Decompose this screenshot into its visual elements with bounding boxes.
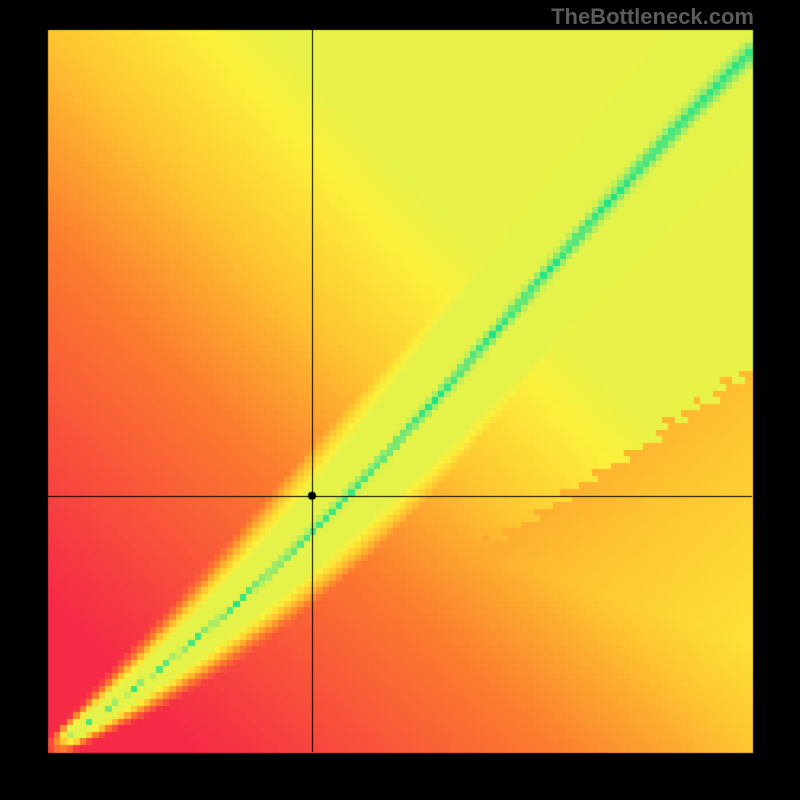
chart-container: TheBottleneck.com (0, 0, 800, 800)
watermark-text: TheBottleneck.com (551, 4, 754, 30)
bottleneck-heatmap (0, 0, 800, 800)
